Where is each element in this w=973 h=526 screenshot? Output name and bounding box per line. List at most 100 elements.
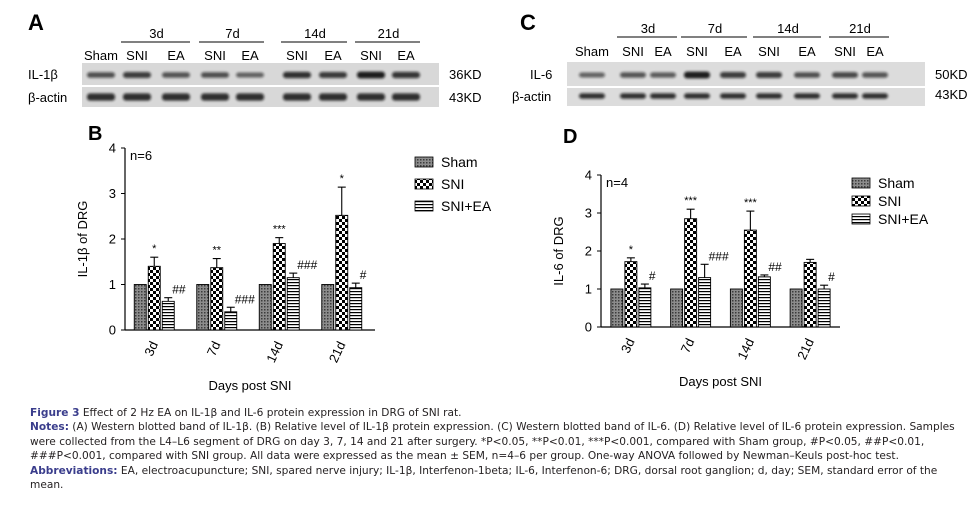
y-tick-label: 4 [585,168,592,183]
significance-label: # [360,268,367,282]
significance-label: * [340,173,345,185]
bar [803,261,817,328]
blot-band [162,72,190,78]
bar [196,284,210,331]
legend-swatch [851,195,871,207]
blot-lane-label: EA [241,48,259,63]
row-label: β-actin [28,90,67,105]
x-tick-label: 21d [326,339,349,365]
significance-label: ## [768,260,782,274]
bar [133,284,147,331]
figure-caption: Figure 3 Effect of 2 Hz EA on IL-1β and … [30,406,965,492]
figure-3: A 3d 7d 14d 21d Sham SNI EA SNI EA SNI EA SNI EA IL… [28,10,968,393]
x-tick-label: 3d [618,336,638,355]
kd-label: 36KD [449,67,482,82]
bar [638,287,652,328]
significance-label: *** [273,224,287,236]
blot-band [201,72,229,78]
blot-band [236,93,264,101]
blot-band [283,93,311,101]
caption-lead: Notes: [30,421,69,434]
legend-label: SNI+EA [878,211,929,227]
bar [624,261,638,328]
y-tick-label: 1 [109,277,116,292]
blot-band [236,72,264,78]
blot-lane-label: SNI [286,48,308,63]
blot-band [720,71,746,79]
sample-size-annotation: n=4 [606,175,628,190]
blot-band [620,72,646,78]
x-axis-label: Days post SNI [679,374,762,389]
blot-lane-label: SNI [686,44,708,59]
legend-swatch [414,178,434,190]
blot-band [123,93,151,101]
bar [698,277,712,328]
bar [161,300,175,331]
y-tick-label: 2 [585,244,592,259]
legend-swatch [851,213,871,225]
blot-lane-label: EA [654,44,672,59]
x-axis-label: Days post SNI [208,378,291,393]
blot-band [162,93,190,101]
blot-group-label: 14d [304,26,326,41]
blot-band [650,93,676,99]
row-label: IL-6 [530,67,552,82]
blot-lane-label: EA [167,48,185,63]
y-axis-label: IL-6 of DRG [551,216,566,285]
blot-group-label: 14d [777,21,799,36]
sample-size-annotation: n=6 [130,148,152,163]
y-tick-label: 1 [585,282,592,297]
blot-lane-label: SNI [204,48,226,63]
bar [210,267,224,331]
panel-a-blot: A 3d 7d 14d 21d Sham SNI EA SNI EA SNI EA SNI EA IL… [28,10,482,107]
blot-band [357,71,385,79]
legend-label: SNI [878,193,901,209]
bar [684,218,698,328]
blot-band [319,93,347,101]
bar [349,287,363,331]
bar [147,265,161,331]
blot-lane-label: Sham [84,48,118,63]
blot-lane-label: EA [798,44,816,59]
bar [610,288,624,328]
blot-group-label: 7d [225,26,239,41]
blot-band [832,72,858,78]
caption-notes: Notes: (A) Western blotted band of IL-1β… [30,420,965,463]
blot-lane-label: Sham [575,44,609,59]
blot-band [392,93,420,101]
y-tick-label: 3 [109,186,116,201]
significance-label: * [629,244,634,256]
blot-band [87,93,115,101]
blot-lane-label: SNI [834,44,856,59]
caption-title: Figure 3 Effect of 2 Hz EA on IL-1β and … [30,406,965,420]
caption-abbreviations: Abbreviations: EA, electroacupuncture; S… [30,464,965,493]
panel-c-blot: C 3d 7d 14d 21d Sham SNI EA SNI EA SNI EA SNI EA IL… [512,10,968,106]
blot-lane-label: SNI [126,48,148,63]
significance-label: ### [709,249,729,263]
blot-band [201,93,229,101]
significance-label: ## [172,283,186,297]
blot-lane-label: EA [866,44,884,59]
y-tick-label: 4 [109,141,116,156]
blot-band [794,93,820,99]
significance-label: *** [684,195,698,207]
kd-label: 43KD [935,87,968,102]
significance-label: *** [744,197,758,209]
caption-text: EA, electroacupuncture; SNI, spared nerv… [30,464,938,492]
blot-band [862,93,888,99]
blot-band [756,93,782,99]
blot-lane-label: EA [397,48,415,63]
blot-band [319,71,347,79]
blot-band [832,93,858,99]
bar [670,288,684,328]
significance-label: # [649,269,656,283]
caption-text: Effect of 2 Hz EA on IL-1β and IL-6 prot… [79,407,462,419]
bar [272,243,286,331]
bar [729,288,743,328]
y-tick-label: 2 [109,232,116,247]
blot-group-label: 21d [849,21,871,36]
x-tick-label: 14d [734,336,757,362]
legend-label: SNI [441,176,464,192]
legend-swatch [414,200,434,212]
caption-lead: Figure 3 [30,407,80,419]
